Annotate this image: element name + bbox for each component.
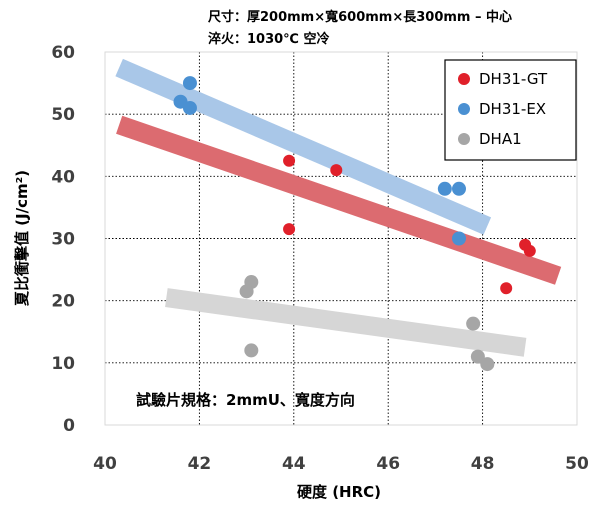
legend-label-dh31-gt: DH31-GT — [479, 70, 548, 88]
point-dh31-gt — [330, 164, 343, 177]
trend-band-dh31-gt — [116, 115, 562, 285]
point-dha1 — [244, 343, 259, 358]
y-tick-label: 50 — [51, 105, 75, 125]
condition-size: 尺寸：厚200mm×寬600mm×長300mm – 中心 — [208, 9, 512, 25]
y-axis-label: 夏比衝擊值 (J/cm²) — [13, 170, 31, 307]
x-tick-label: 50 — [565, 454, 589, 474]
x-tick-label: 46 — [376, 454, 400, 474]
legend-label-dh31-ex: DH31-EX — [479, 100, 546, 118]
legend-marker-dh31-gt — [458, 73, 470, 85]
y-tick-label: 60 — [51, 43, 75, 63]
x-axis-label: 硬度 (HRC) — [297, 483, 381, 501]
y-tick-label: 20 — [51, 292, 75, 312]
legend: DH31-GT DH31-EX DHA1 — [444, 59, 577, 161]
y-tick-label: 40 — [51, 167, 75, 187]
legend-marker-dh31-ex — [458, 103, 470, 115]
point-dh31-ex — [452, 181, 466, 196]
point-dh31-ex — [182, 100, 197, 115]
y-tick-label: 0 — [63, 416, 75, 436]
legend-label-dha1: DHA1 — [479, 130, 522, 148]
point-dha1 — [480, 357, 495, 372]
point-dha1 — [239, 284, 254, 299]
data-points — [173, 76, 536, 372]
point-dha1 — [470, 349, 485, 364]
plot-frame — [104, 51, 578, 426]
trend-bands — [115, 58, 562, 357]
x-tick-labels: 40 42 44 46 48 50 — [93, 454, 589, 474]
point-dh31-ex — [437, 181, 452, 196]
x-tick-label: 44 — [282, 454, 306, 474]
legend-marker-dha1 — [458, 133, 470, 145]
point-dh31-gt — [523, 244, 536, 257]
point-dh31-gt — [500, 282, 513, 295]
point-dha1 — [466, 316, 481, 331]
point-dh31-ex — [182, 76, 197, 91]
x-tick-label: 48 — [471, 454, 495, 474]
condition-quench: 淬火：1030℃ 空冷 — [208, 31, 329, 47]
point-dh31-gt — [283, 154, 296, 167]
x-tick-label: 40 — [93, 454, 117, 474]
x-tick-label: 42 — [188, 454, 212, 474]
specimen-note: 試驗片規格：2mmU、寬度方向 — [136, 391, 355, 409]
point-dh31-gt — [283, 223, 296, 236]
y-tick-labels: 0 10 20 30 40 50 60 — [51, 43, 75, 436]
trend-band-dh31-ex — [115, 58, 492, 235]
y-tick-label: 10 — [51, 354, 75, 374]
y-tick-label: 30 — [51, 230, 75, 250]
point-dh31-ex — [452, 231, 466, 246]
trend-band-dha1 — [165, 288, 527, 357]
